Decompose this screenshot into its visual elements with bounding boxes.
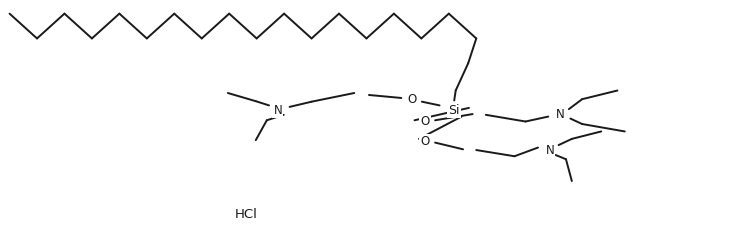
Text: N: N (545, 144, 554, 156)
Text: O: O (420, 115, 429, 128)
Text: O: O (407, 93, 416, 106)
Text: O: O (420, 135, 429, 148)
Text: Si: Si (448, 104, 460, 117)
Text: N: N (556, 108, 564, 121)
Text: HCl: HCl (234, 208, 258, 221)
Text: N: N (273, 104, 282, 117)
